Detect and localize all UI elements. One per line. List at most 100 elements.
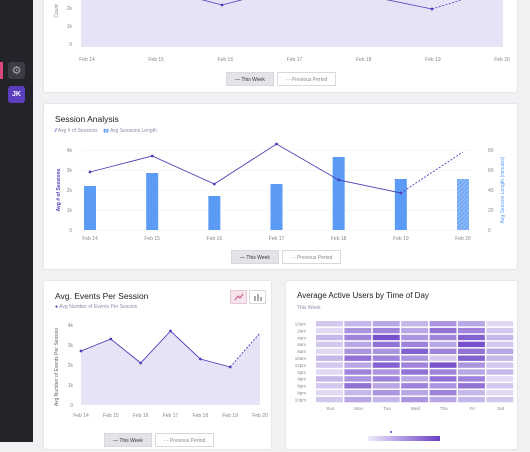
bar-legend-label: Avg Sessions Length	[109, 128, 157, 134]
heatmap-cell	[458, 321, 485, 327]
y-tick-right: 0	[488, 228, 491, 234]
previous-period-button[interactable]: - - Previous Period	[154, 433, 215, 447]
session-period-toggle: — This Week - - Previous Period	[231, 250, 342, 264]
heatmap-cell	[486, 369, 514, 375]
events-legend: ● Avg Number of Events Per Session	[55, 304, 137, 310]
heatmap-cell	[401, 348, 429, 354]
heatmap-cell	[372, 321, 400, 327]
hour-label: 12pm	[295, 363, 307, 368]
y-tick-left: 0	[69, 228, 72, 234]
bar-chart-icon	[253, 294, 262, 301]
line-chart-icon	[234, 293, 243, 301]
line-chart-toggle[interactable]	[230, 290, 247, 304]
hour-label: 8am	[297, 349, 306, 354]
hour-label: 6am	[297, 342, 306, 347]
heatmap-cell	[372, 334, 400, 341]
x-tick: Feb 15	[103, 413, 119, 419]
heatmap-cell	[429, 327, 457, 334]
events-point	[109, 337, 113, 341]
this-week-button[interactable]: — This Week	[231, 250, 279, 264]
heatmap-cell	[429, 390, 457, 396]
heatmap-cell	[486, 390, 514, 396]
day-label: Sun	[326, 406, 335, 411]
y-axis-label-right: Avg Session Length (minutes)	[500, 156, 506, 223]
heatmap-cell	[316, 396, 343, 403]
heatmap-cell	[316, 376, 343, 382]
heatmap-cell	[316, 390, 343, 396]
this-week-button[interactable]: — This Week	[226, 72, 274, 86]
hour-label: 6pm	[297, 384, 306, 389]
heatmap-cell	[401, 321, 429, 327]
legend-dot-icon: ●	[55, 304, 59, 310]
heatmap-cell	[429, 369, 457, 375]
sessions-forecast-line	[400, 151, 464, 194]
day-label: Tue	[383, 406, 391, 411]
x-tick: Feb 17	[163, 413, 179, 419]
session-chart: 0 1k 2k 3k 4k 0 20 40 60 80 Avg # of Sessions Avg S…	[56, 142, 506, 242]
weekly-x-tick: Feb 16	[218, 57, 234, 63]
heatmap-cell	[344, 376, 372, 382]
heatmap-cell	[316, 355, 343, 361]
heatmap-cell	[344, 341, 372, 348]
heatmap-cell	[372, 376, 400, 382]
day-label: Sat	[497, 406, 505, 411]
day-label: Mon	[354, 406, 363, 411]
heatmap-cell	[458, 390, 485, 396]
heatmap-cell	[429, 348, 457, 354]
heatmap-cell	[429, 362, 457, 368]
y-tick-right: 80	[488, 148, 494, 154]
previous-period-button[interactable]: - - Previous Period	[281, 250, 342, 264]
heatmap-cell	[401, 334, 429, 341]
hour-label: 12am	[295, 322, 307, 327]
heatmap-cell	[316, 348, 343, 354]
hour-label: 2am	[297, 328, 306, 333]
session-length-bar	[84, 186, 96, 230]
weekly-y-tick: 2k	[67, 6, 73, 12]
session-length-bar	[394, 179, 407, 230]
hour-label: 2pm	[297, 370, 306, 375]
events-line	[80, 330, 231, 368]
x-tick: Feb 17	[269, 236, 285, 242]
heatmap-cell	[429, 376, 457, 382]
x-tick: Feb 15	[144, 236, 160, 242]
heatmap-cell	[458, 355, 485, 361]
x-tick: Feb 19	[393, 236, 409, 242]
session-analysis-card: Session Analysis ⁄⁄ Avg # of Sessions ▮▮…	[43, 103, 518, 270]
events-point	[139, 361, 143, 365]
x-tick: Feb 18	[193, 413, 209, 419]
heatmap-subtitle: This Week	[297, 305, 321, 311]
sessions-point	[275, 142, 278, 146]
heatmap-cell	[486, 396, 514, 403]
weekly-y-label: Count	[54, 4, 60, 18]
session-legend: ⁄⁄ Avg # of Sessions ▮▮ Avg Sessions Len…	[55, 128, 157, 134]
events-point	[198, 357, 202, 361]
previous-period-button[interactable]: - - Previous Period	[276, 72, 337, 86]
day-label: Wed	[411, 406, 421, 411]
heatmap-cell	[458, 362, 485, 368]
weekly-point	[430, 7, 434, 11]
y-tick: 3k	[68, 343, 74, 349]
weekly-y-tick: 1k	[67, 24, 73, 30]
gear-icon[interactable]: ⚙	[8, 62, 25, 79]
heatmap-cell	[401, 355, 429, 361]
heatmap-cell	[401, 376, 429, 382]
sessions-point	[88, 170, 92, 174]
session-length-bar	[146, 173, 159, 230]
y-tick-right: 40	[488, 188, 494, 194]
this-week-button[interactable]: — This Week	[104, 433, 152, 447]
heatmap-cell	[344, 362, 372, 368]
heatmap-cell	[458, 376, 485, 382]
y-tick-left: 3k	[67, 168, 73, 174]
weekly-x-tick: Feb 15	[148, 57, 164, 63]
events-point	[228, 365, 232, 369]
heatmap-cell	[486, 341, 514, 348]
avatar[interactable]: JK	[8, 86, 25, 103]
active-indicator	[0, 62, 3, 79]
y-tick: 0	[70, 403, 73, 409]
bar-chart-toggle[interactable]	[249, 290, 266, 304]
heatmap-cell	[486, 334, 514, 341]
bar-legend-icon: ▮▮	[103, 128, 109, 134]
y-tick-left: 2k	[67, 188, 73, 194]
weekly-area-fill	[81, 0, 503, 47]
heatmap-cell	[316, 362, 343, 368]
